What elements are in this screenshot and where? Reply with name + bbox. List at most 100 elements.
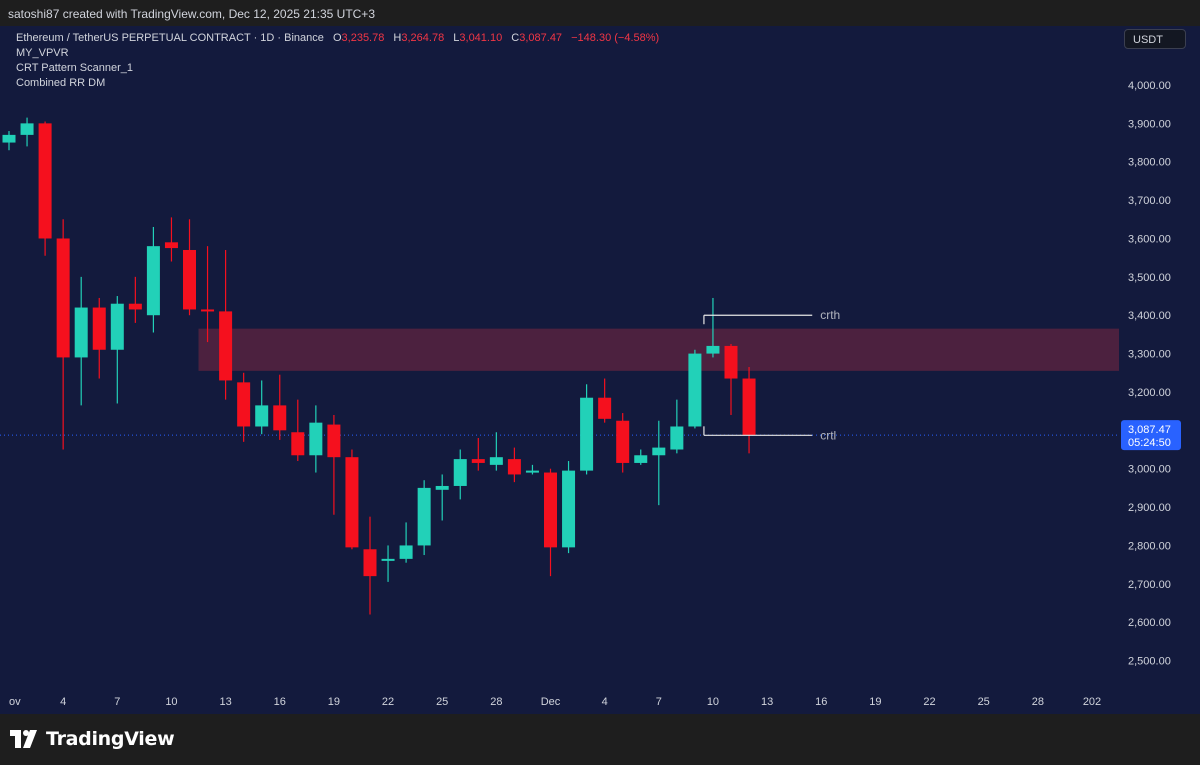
candle[interactable] bbox=[92, 297, 106, 379]
candle[interactable] bbox=[489, 432, 503, 471]
candle[interactable] bbox=[598, 378, 612, 423]
candle[interactable] bbox=[128, 276, 142, 323]
candle[interactable] bbox=[273, 374, 287, 440]
y-tick-label: 3,600.00 bbox=[1128, 233, 1171, 245]
x-tick-label: Dec bbox=[541, 696, 561, 708]
candle[interactable] bbox=[20, 117, 34, 147]
candle[interactable] bbox=[507, 447, 521, 483]
x-tick-label: 25 bbox=[978, 696, 990, 708]
candle[interactable] bbox=[634, 449, 648, 465]
x-tick-label: 19 bbox=[328, 696, 340, 708]
y-tick-label: 2,500.00 bbox=[1128, 656, 1171, 668]
x-tick-label: 7 bbox=[114, 696, 120, 708]
candle[interactable] bbox=[74, 276, 88, 406]
y-tick-label: 2,700.00 bbox=[1128, 579, 1171, 591]
candle-body bbox=[56, 238, 70, 358]
candle-body bbox=[237, 382, 251, 427]
candle[interactable] bbox=[417, 480, 431, 556]
candle[interactable] bbox=[399, 522, 413, 563]
candle-body bbox=[219, 311, 233, 381]
candle-body bbox=[562, 470, 576, 548]
tradingview-logo-icon bbox=[10, 730, 37, 748]
candle[interactable] bbox=[363, 516, 377, 615]
x-tick-label: 4 bbox=[602, 696, 608, 708]
currency-button[interactable]: USDT bbox=[1124, 29, 1186, 49]
candle[interactable] bbox=[2, 131, 16, 151]
plot-area bbox=[0, 117, 1119, 615]
tradingview-logo[interactable]: TradingView bbox=[10, 728, 175, 750]
candle[interactable] bbox=[201, 246, 215, 343]
candle[interactable] bbox=[580, 384, 594, 475]
x-tick-label: 28 bbox=[490, 696, 502, 708]
indicator-combined-rr[interactable]: Combined RR DM bbox=[16, 77, 106, 89]
candle[interactable] bbox=[237, 372, 251, 442]
high-label: H bbox=[393, 32, 402, 44]
low-label: L bbox=[453, 32, 460, 44]
candle-body bbox=[128, 303, 142, 310]
supply-zone[interactable] bbox=[198, 328, 1119, 371]
x-tick-label: 13 bbox=[761, 696, 773, 708]
candle[interactable] bbox=[183, 219, 196, 316]
close-label: C bbox=[511, 32, 520, 44]
chart-legend: Ethereum / TetherUS PERPETUAL CONTRACT ·… bbox=[16, 31, 659, 91]
candle[interactable] bbox=[110, 296, 124, 404]
candle[interactable] bbox=[219, 249, 233, 400]
candle[interactable] bbox=[291, 399, 305, 462]
candle[interactable] bbox=[616, 413, 630, 473]
candle-body bbox=[309, 422, 323, 456]
candle[interactable] bbox=[38, 121, 52, 256]
candle[interactable] bbox=[562, 461, 576, 554]
candle[interactable] bbox=[652, 420, 666, 506]
crt-level-crth[interactable]: crth bbox=[703, 308, 840, 325]
candle[interactable] bbox=[706, 297, 720, 358]
candle[interactable] bbox=[688, 349, 702, 429]
y-tick-label: 3,200.00 bbox=[1128, 387, 1171, 399]
candle-body bbox=[507, 459, 521, 475]
candle-body bbox=[146, 246, 160, 316]
candle[interactable] bbox=[724, 343, 738, 415]
candle[interactable] bbox=[453, 449, 467, 500]
indicator-vpvr[interactable]: MY_VPVR bbox=[16, 47, 69, 59]
candle-body bbox=[327, 424, 341, 458]
x-tick-label: ov bbox=[9, 696, 21, 708]
x-tick-label: 10 bbox=[165, 696, 177, 708]
candle-body bbox=[652, 447, 666, 456]
x-tick-label: 10 bbox=[707, 696, 719, 708]
candle[interactable] bbox=[742, 367, 756, 454]
candle[interactable] bbox=[164, 217, 178, 262]
x-tick-label: 4 bbox=[60, 696, 66, 708]
candle[interactable] bbox=[381, 545, 395, 582]
candle[interactable] bbox=[146, 226, 160, 333]
candle[interactable] bbox=[327, 414, 341, 515]
open-value: 3,235.78 bbox=[341, 32, 385, 44]
candle[interactable] bbox=[471, 438, 485, 471]
change-value: −148.30 (−4.58%) bbox=[571, 32, 660, 44]
candle[interactable] bbox=[525, 464, 539, 475]
x-tick-label: 202 bbox=[1083, 696, 1101, 708]
x-tick-label: 28 bbox=[1032, 696, 1044, 708]
symbol-name[interactable]: Ethereum / TetherUS PERPETUAL CONTRACT ·… bbox=[16, 32, 324, 44]
candle-body bbox=[471, 459, 485, 463]
candle[interactable] bbox=[255, 380, 269, 435]
crt-level-crtl[interactable]: crtl bbox=[703, 426, 836, 442]
candle[interactable] bbox=[435, 474, 449, 521]
candle[interactable] bbox=[544, 468, 557, 577]
candle[interactable] bbox=[309, 405, 323, 473]
x-tick-label: 16 bbox=[274, 696, 286, 708]
candle[interactable] bbox=[345, 449, 359, 550]
indicator-crt-scanner[interactable]: CRT Pattern Scanner_1 bbox=[16, 62, 133, 74]
candle-body bbox=[38, 123, 52, 239]
x-tick-label: 25 bbox=[436, 696, 448, 708]
candlestick-chart[interactable]: crth crtl 2,500.00 2,600.00 2,700.00 2,800.00… bbox=[0, 26, 1200, 714]
candle-body bbox=[183, 249, 196, 310]
candle[interactable] bbox=[56, 219, 70, 450]
candle-body bbox=[363, 549, 377, 577]
level-label: crth bbox=[820, 308, 840, 322]
y-tick-label: 3,900.00 bbox=[1128, 118, 1171, 130]
candle-body bbox=[580, 397, 594, 471]
candle-body bbox=[417, 487, 431, 546]
candle[interactable] bbox=[670, 399, 684, 454]
candle-body bbox=[291, 432, 305, 456]
top-caption-bar: satoshi87 created with TradingView.com, … bbox=[0, 0, 1200, 26]
